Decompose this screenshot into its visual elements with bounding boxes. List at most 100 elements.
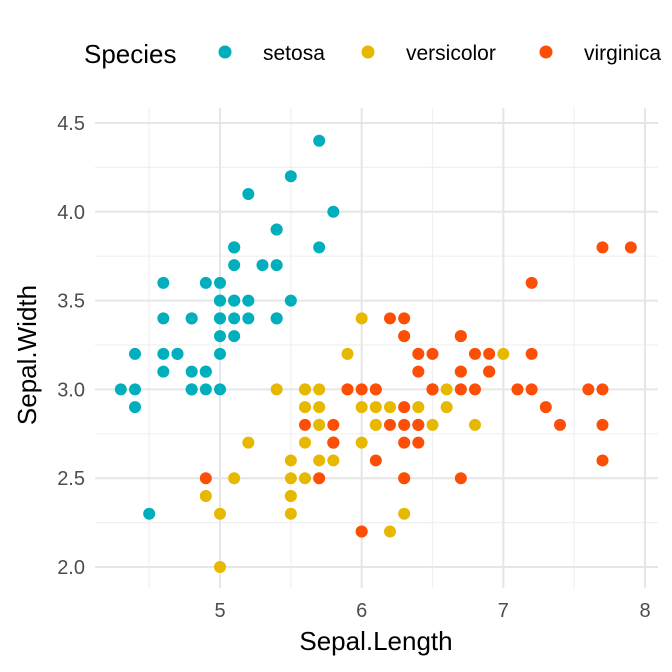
point-virginica [412, 347, 425, 360]
point-virginica [299, 418, 311, 431]
point-setosa [129, 383, 141, 396]
point-setosa [214, 383, 226, 396]
point-setosa [270, 312, 283, 325]
point-virginica [469, 347, 481, 360]
point-setosa [228, 294, 241, 307]
legend-swatch-setosa [218, 45, 232, 59]
point-virginica [412, 365, 425, 378]
point-virginica [596, 383, 609, 396]
major-gridlines [95, 108, 658, 588]
point-setosa [157, 276, 170, 289]
point-versicolor [228, 472, 241, 485]
point-setosa [242, 294, 255, 307]
point-versicolor [497, 347, 510, 360]
point-setosa [171, 347, 184, 360]
point-versicolor [299, 436, 311, 449]
point-virginica [398, 418, 411, 431]
point-versicolor [440, 401, 453, 414]
legend-label-virginica: virginica [584, 42, 661, 65]
point-virginica [327, 418, 340, 431]
point-virginica [525, 347, 538, 360]
point-virginica [483, 365, 496, 378]
point-setosa [313, 134, 326, 147]
point-setosa [228, 312, 241, 325]
legend-swatch-virginica [539, 45, 553, 59]
point-versicolor [398, 507, 411, 520]
point-setosa [284, 294, 297, 307]
point-virginica [624, 241, 637, 254]
point-setosa [214, 276, 226, 289]
point-setosa [242, 188, 255, 201]
point-virginica [426, 347, 439, 360]
point-versicolor [313, 454, 326, 467]
point-virginica [469, 383, 481, 396]
point-setosa [214, 312, 226, 325]
point-versicolor [369, 418, 382, 431]
point-virginica [341, 383, 354, 396]
point-setosa [199, 276, 212, 289]
point-setosa [270, 259, 283, 272]
y-tick-label: 2.0 [57, 557, 85, 579]
point-versicolor [384, 525, 396, 538]
point-versicolor [469, 418, 481, 431]
point-virginica [398, 436, 411, 449]
point-setosa [157, 347, 170, 360]
point-versicolor [270, 383, 283, 396]
point-virginica [327, 436, 340, 449]
point-setosa [214, 330, 226, 343]
point-virginica [369, 454, 382, 467]
point-setosa [270, 223, 283, 236]
point-setosa [256, 259, 269, 272]
point-versicolor [284, 472, 297, 485]
point-versicolor [284, 507, 297, 520]
point-versicolor [355, 401, 368, 414]
point-virginica [511, 383, 524, 396]
point-versicolor [341, 347, 354, 360]
point-virginica [355, 383, 368, 396]
point-setosa [157, 365, 170, 378]
minor-gridlines [95, 108, 658, 588]
point-virginica [596, 418, 609, 431]
point-versicolor [313, 401, 326, 414]
point-versicolor [299, 401, 311, 414]
y-tick-label: 2.5 [57, 468, 85, 490]
point-virginica [539, 401, 552, 414]
point-versicolor [355, 436, 368, 449]
point-virginica [596, 241, 609, 254]
point-virginica [384, 312, 396, 325]
y-tick-label: 4.0 [57, 202, 85, 224]
x-tick-label: 6 [356, 600, 367, 622]
point-setosa [313, 241, 326, 254]
x-axis-ticks: 5 6 7 8 [214, 600, 650, 622]
x-axis-title: Sepal.Length [299, 626, 452, 656]
point-virginica [426, 383, 439, 396]
point-versicolor [214, 507, 226, 520]
point-virginica [412, 436, 425, 449]
legend-label-versicolor: versicolor [406, 42, 496, 65]
x-tick-label: 8 [639, 600, 650, 622]
point-setosa [143, 507, 156, 520]
y-tick-label: 3.0 [57, 379, 85, 401]
point-virginica [525, 276, 538, 289]
point-setosa [185, 312, 198, 325]
point-virginica [483, 347, 496, 360]
y-tick-label: 3.5 [57, 291, 85, 313]
point-virginica [398, 330, 411, 343]
point-virginica [313, 472, 326, 485]
point-setosa [284, 170, 297, 183]
point-virginica [199, 472, 212, 485]
point-setosa [129, 347, 141, 360]
point-versicolor [299, 472, 311, 485]
point-versicolor [327, 454, 340, 467]
point-virginica [454, 330, 467, 343]
point-setosa [228, 241, 241, 254]
point-virginica [384, 418, 396, 431]
point-virginica [582, 383, 595, 396]
point-setosa [228, 330, 241, 343]
point-setosa [327, 205, 340, 218]
point-versicolor [313, 418, 326, 431]
x-tick-label: 7 [498, 600, 509, 622]
point-setosa [185, 365, 198, 378]
point-versicolor [412, 401, 425, 414]
point-virginica [554, 418, 566, 431]
